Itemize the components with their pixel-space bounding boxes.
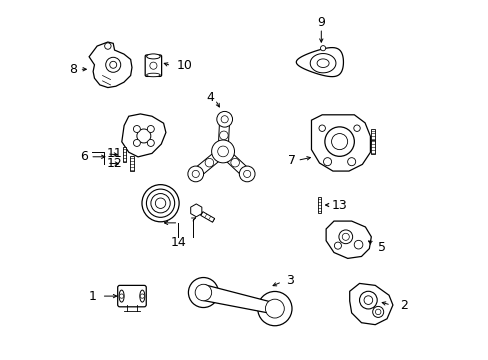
Polygon shape <box>190 204 202 217</box>
Circle shape <box>243 170 250 177</box>
Circle shape <box>320 46 325 51</box>
Circle shape <box>140 294 144 298</box>
Circle shape <box>219 131 228 140</box>
Text: 14: 14 <box>170 236 186 249</box>
Circle shape <box>147 126 154 132</box>
Circle shape <box>142 185 179 222</box>
Text: 9: 9 <box>317 16 325 29</box>
Polygon shape <box>192 148 226 178</box>
Circle shape <box>109 61 117 68</box>
Circle shape <box>137 129 150 143</box>
Text: 6: 6 <box>81 150 88 163</box>
Circle shape <box>318 125 325 131</box>
Polygon shape <box>201 212 214 222</box>
Circle shape <box>217 146 228 157</box>
Ellipse shape <box>140 290 144 302</box>
Circle shape <box>133 126 140 132</box>
Polygon shape <box>89 42 132 87</box>
Circle shape <box>230 158 239 167</box>
Circle shape <box>338 230 352 244</box>
Circle shape <box>204 158 213 167</box>
Circle shape <box>119 294 123 298</box>
Circle shape <box>195 284 211 301</box>
FancyBboxPatch shape <box>123 148 126 162</box>
Circle shape <box>359 291 376 309</box>
Circle shape <box>353 240 362 249</box>
Polygon shape <box>316 59 328 67</box>
FancyBboxPatch shape <box>130 157 133 171</box>
Circle shape <box>363 296 372 305</box>
Circle shape <box>324 127 354 156</box>
Circle shape <box>188 278 218 307</box>
Text: 13: 13 <box>331 198 347 212</box>
FancyBboxPatch shape <box>118 285 146 307</box>
FancyBboxPatch shape <box>371 140 374 154</box>
Circle shape <box>265 299 284 318</box>
Circle shape <box>342 233 348 240</box>
Circle shape <box>155 198 165 208</box>
Text: 4: 4 <box>206 91 214 104</box>
Circle shape <box>216 111 232 127</box>
Text: 2: 2 <box>399 298 407 311</box>
FancyBboxPatch shape <box>145 55 162 76</box>
Circle shape <box>323 158 331 166</box>
Polygon shape <box>325 221 370 258</box>
Text: 12: 12 <box>107 157 122 170</box>
Text: 3: 3 <box>285 274 293 287</box>
Polygon shape <box>349 283 392 325</box>
Polygon shape <box>122 114 165 157</box>
Circle shape <box>221 116 228 123</box>
Circle shape <box>192 170 199 177</box>
Text: 10: 10 <box>176 59 192 72</box>
Text: 1: 1 <box>88 289 96 303</box>
Circle shape <box>257 292 291 326</box>
Circle shape <box>239 166 255 182</box>
Circle shape <box>334 242 341 249</box>
Circle shape <box>353 125 360 131</box>
Polygon shape <box>311 115 370 171</box>
Ellipse shape <box>119 290 124 302</box>
Polygon shape <box>309 54 335 73</box>
Text: 7: 7 <box>288 154 296 167</box>
Text: 11: 11 <box>107 148 122 161</box>
Circle shape <box>105 57 121 72</box>
Text: 8: 8 <box>69 63 77 76</box>
Circle shape <box>372 306 383 318</box>
Circle shape <box>375 309 380 315</box>
Polygon shape <box>201 285 276 314</box>
Text: 5: 5 <box>378 241 386 255</box>
Polygon shape <box>218 119 229 152</box>
Circle shape <box>347 158 355 166</box>
Circle shape <box>146 189 174 217</box>
Ellipse shape <box>146 73 160 77</box>
Circle shape <box>187 166 203 182</box>
Circle shape <box>331 134 347 150</box>
Polygon shape <box>296 48 343 77</box>
Circle shape <box>104 43 111 49</box>
FancyBboxPatch shape <box>317 197 321 213</box>
FancyBboxPatch shape <box>371 129 374 143</box>
Circle shape <box>149 62 157 69</box>
Circle shape <box>147 139 154 147</box>
Polygon shape <box>219 148 250 177</box>
Ellipse shape <box>146 54 160 59</box>
Circle shape <box>151 194 170 213</box>
Circle shape <box>211 140 234 163</box>
Circle shape <box>133 139 140 147</box>
